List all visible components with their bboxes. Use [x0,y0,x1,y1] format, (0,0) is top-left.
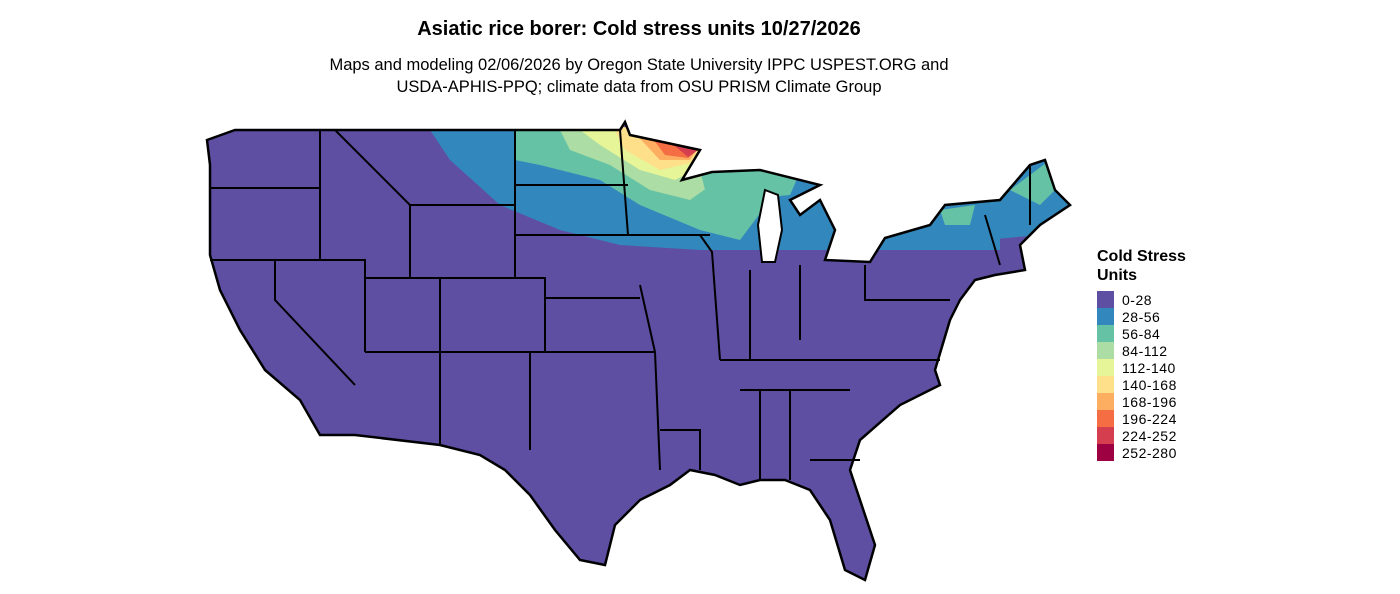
border-pa [864,265,950,301]
lake-michigan [756,188,784,263]
legend-label: 196-224 [1122,410,1177,427]
legend-swatch [1097,427,1114,444]
border-mo-ks [639,284,661,471]
legend-title-line-2: Units [1097,267,1137,284]
legend-swatch [1097,376,1114,393]
border-mn [619,129,710,236]
legend-label: 252-280 [1122,444,1177,461]
legend-swatch [1097,410,1114,427]
legend-label: 28-56 [1122,308,1161,325]
legend-item: 252-280 [1097,444,1186,461]
border-ia-il [699,234,721,361]
cold-stress-raster [207,122,1070,580]
legend-item: 0-28 [1097,291,1186,308]
legend-item: 224-252 [1097,427,1186,444]
legend-item: 168-196 [1097,393,1186,410]
legend-item: 112-140 [1097,359,1186,376]
legend-items: 0-28 28-56 56-84 84-112 112-140 140-168 168-19… [1097,291,1186,461]
map-title: Asiatic rice borer: Cold stress units 10… [417,18,861,40]
legend-item: 84-112 [1097,342,1186,359]
state-borders [210,129,1031,480]
border-la-ar [660,429,701,470]
border-ca-nv [274,260,356,386]
border-or-ca-nv [210,259,366,352]
border-id-mt [334,129,411,279]
zone-adirondack-56-84 [940,205,975,225]
legend-label: 140-168 [1122,376,1177,393]
subtitle-line-1: Maps and modeling 02/06/2026 by Oregon S… [329,56,949,74]
legend-label: 168-196 [1122,393,1177,410]
legend-item: 56-84 [1097,325,1186,342]
legend: Cold Stress Units 0-28 28-56 56-84 84-112 11… [1097,247,1186,461]
legend-title: Cold Stress Units [1097,247,1186,285]
legend-swatch [1097,325,1114,342]
legend-swatch [1097,444,1114,461]
legend-swatch [1097,342,1114,359]
legend-label: 56-84 [1122,325,1161,342]
legend-swatch [1097,393,1114,410]
legend-item: 196-224 [1097,410,1186,427]
legend-swatch [1097,359,1114,376]
legend-swatch [1097,308,1114,325]
border-vt-nh [984,214,1001,266]
legend-item: 28-56 [1097,308,1186,325]
legend-swatch [1097,291,1114,308]
legend-label: 84-112 [1122,342,1168,359]
legend-label: 112-140 [1122,359,1176,376]
map-subtitle: Maps and modeling 02/06/2026 by Oregon S… [0,54,1278,98]
legend-item: 140-168 [1097,376,1186,393]
zone-up-michigan [700,170,800,200]
legend-label: 224-252 [1122,427,1177,444]
legend-label: 0-28 [1122,291,1153,308]
legend-title-line-1: Cold Stress [1097,248,1186,265]
subtitle-line-2: USDA-APHIS-PPQ; climate data from OSU PR… [396,78,882,96]
